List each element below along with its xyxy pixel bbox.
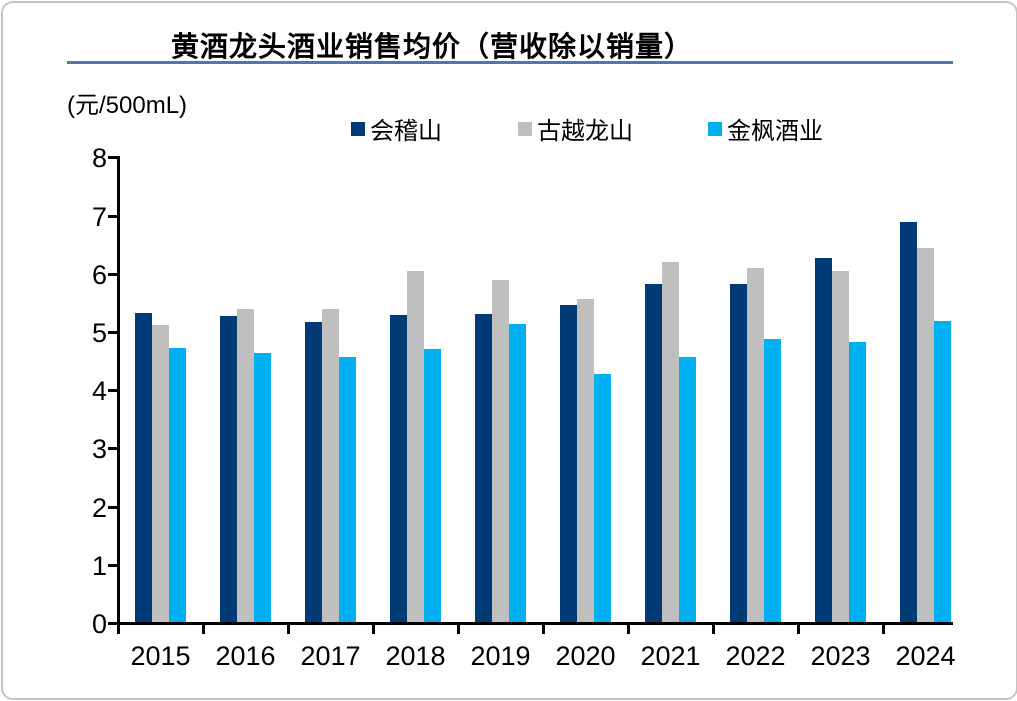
x-tick-label: 2024	[895, 641, 956, 671]
x-tick-mark	[797, 625, 800, 634]
x-tick-label: 2022	[725, 641, 786, 671]
y-tick-label: 2	[91, 492, 107, 523]
x-tick-mark	[542, 625, 545, 634]
legend-swatch-icon	[518, 121, 532, 136]
legend-label: 金枫酒业	[727, 117, 823, 145]
x-tick-mark	[372, 625, 375, 634]
y-tick-label: 6	[91, 259, 107, 290]
x-tick-label: 2023	[810, 641, 871, 671]
y-tick-label: 1	[91, 550, 107, 581]
bar	[679, 357, 696, 624]
x-tick-label: 2020	[555, 641, 616, 671]
y-tick-mark	[108, 331, 117, 334]
y-tick-label: 3	[91, 434, 107, 465]
bar	[254, 353, 271, 624]
y-tick-mark	[108, 563, 117, 567]
y-tick-mark	[108, 389, 117, 393]
y-tick-mark	[108, 156, 117, 160]
y-tick-mark	[108, 622, 117, 625]
bar	[135, 312, 152, 624]
bar	[594, 373, 611, 624]
x-tick-mark	[882, 625, 885, 634]
x-tick-mark	[202, 625, 205, 634]
bar	[390, 314, 407, 624]
bar	[934, 321, 951, 624]
y-tick-label: 4	[91, 376, 107, 407]
legend-swatch-icon	[351, 121, 365, 136]
x-tick-label: 2017	[300, 641, 361, 671]
x-tick-label: 2018	[385, 641, 446, 671]
x-tick-mark	[287, 625, 290, 634]
bar	[832, 271, 849, 624]
x-tick-label: 2021	[640, 641, 701, 671]
y-tick-label: 0	[91, 609, 107, 639]
legend-label: 古越龙山	[537, 117, 633, 145]
bar	[475, 313, 492, 624]
bar	[645, 284, 662, 624]
x-tick-mark	[457, 625, 460, 634]
bar	[900, 221, 917, 624]
legend-item: 古越龙山	[518, 111, 633, 146]
y-tick-label: 5	[91, 318, 107, 348]
bar	[424, 348, 441, 624]
bar	[577, 299, 594, 624]
bar	[917, 248, 934, 624]
legend-swatch-icon	[708, 121, 722, 136]
x-tick-mark	[712, 625, 715, 634]
bar	[339, 357, 356, 624]
x-tick-mark	[117, 625, 120, 634]
bar	[407, 271, 424, 624]
bar	[730, 284, 747, 624]
chart-area: 0 1 2 3 4 5 6 7 8 2015 2016 2017 2018 2019 2020 2021 202…	[3, 3, 1016, 698]
y-axis-unit-label: (元/500mL)	[67, 92, 188, 119]
bar	[305, 321, 322, 624]
x-tick-mark	[627, 625, 630, 634]
legend-label: 会稽山	[370, 117, 442, 145]
y-axis	[117, 156, 120, 626]
bar	[747, 268, 764, 624]
bar	[220, 315, 237, 624]
bar	[560, 305, 577, 624]
bar	[492, 280, 509, 624]
bar	[169, 347, 186, 624]
bar	[849, 342, 866, 624]
y-tick-label: 7	[91, 201, 107, 232]
y-tick-mark	[108, 505, 117, 509]
y-tick-mark	[108, 214, 117, 218]
y-tick-mark	[108, 272, 117, 276]
bar	[322, 309, 339, 624]
legend-item: 会稽山	[351, 111, 442, 146]
bar	[815, 257, 832, 624]
bar	[662, 261, 679, 624]
bar	[237, 309, 254, 624]
bar	[764, 339, 781, 624]
y-tick-label: 8	[91, 143, 107, 174]
bar	[509, 324, 526, 624]
x-axis	[117, 622, 953, 625]
chart-title: 黄酒龙头酒业销售均价（营收除以销量）	[171, 30, 694, 63]
x-tick-label: 2015	[130, 641, 191, 671]
x-tick-label: 2019	[470, 641, 531, 671]
bar	[152, 324, 169, 624]
y-tick-mark	[108, 447, 117, 451]
x-tick-label: 2016	[215, 641, 276, 671]
title-divider-line	[67, 61, 953, 64]
legend-item: 金枫酒业	[708, 111, 823, 146]
